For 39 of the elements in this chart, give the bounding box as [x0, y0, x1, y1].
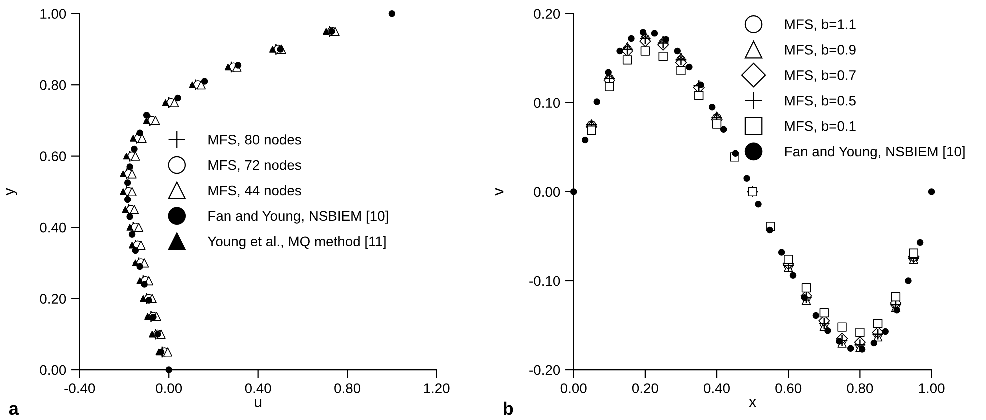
x-tick-label: 0.20 — [632, 384, 658, 394]
legend-label: Young et al., MQ method [11] — [208, 236, 386, 250]
y-tick-label: 0.80 — [40, 80, 66, 90]
x-tick-label: 0.40 — [245, 384, 272, 394]
y-tick-label: 0.00 — [534, 187, 560, 198]
y-axis-title: v — [496, 188, 504, 196]
legend-label: MFS, 72 nodes — [208, 160, 302, 172]
text: b — [504, 402, 514, 416]
x-tick-label: 0.80 — [847, 384, 874, 394]
x-tick-label: -0.40 — [64, 384, 96, 394]
legend-label: MFS, b=0.7 — [785, 70, 856, 82]
x-tick-label: 1.00 — [919, 384, 945, 394]
y-tick-label: 0.20 — [40, 294, 66, 304]
x-tick-label: 0.60 — [776, 384, 802, 394]
x-tick-label: 0.80 — [334, 384, 361, 394]
y-tick-label: -0.20 — [530, 365, 560, 376]
y-tick-label: 0.20 — [534, 9, 560, 20]
legend-label: MFS, b=0.9 — [785, 44, 856, 57]
y-tick-label: 0.40 — [40, 222, 66, 233]
x-tick-label: 0.40 — [704, 384, 730, 394]
x-axis-title: u — [255, 399, 262, 408]
legend-label: Fan and Young, NSBIEM [10] — [785, 146, 965, 160]
y-tick-label: 0.00 — [40, 365, 66, 376]
x-tick-label: 1.20 — [424, 384, 450, 394]
y-tick-label: 0.60 — [40, 152, 66, 162]
y-axis-title: y — [6, 188, 18, 196]
y-tick-label: 1.00 — [40, 9, 66, 20]
x-tick-label: 0.00 — [560, 384, 587, 394]
legend-label: MFS, b=0.5 — [785, 96, 856, 108]
y-tick-label: -0.10 — [530, 276, 560, 286]
x-tick-label: 0.00 — [156, 384, 182, 394]
legend-label: MFS, 80 nodes — [208, 134, 302, 146]
x-axis-title: x — [749, 399, 756, 408]
legend-label: MFS, 44 nodes — [208, 185, 302, 198]
legend-label: MFS, b=1.1 — [785, 19, 856, 32]
legend-label: MFS, b=0.1 — [785, 121, 856, 133]
text: a — [9, 405, 20, 416]
y-tick-label: 0.10 — [534, 98, 560, 108]
legend-label: Fan and Young, NSBIEM [10] — [208, 210, 388, 224]
